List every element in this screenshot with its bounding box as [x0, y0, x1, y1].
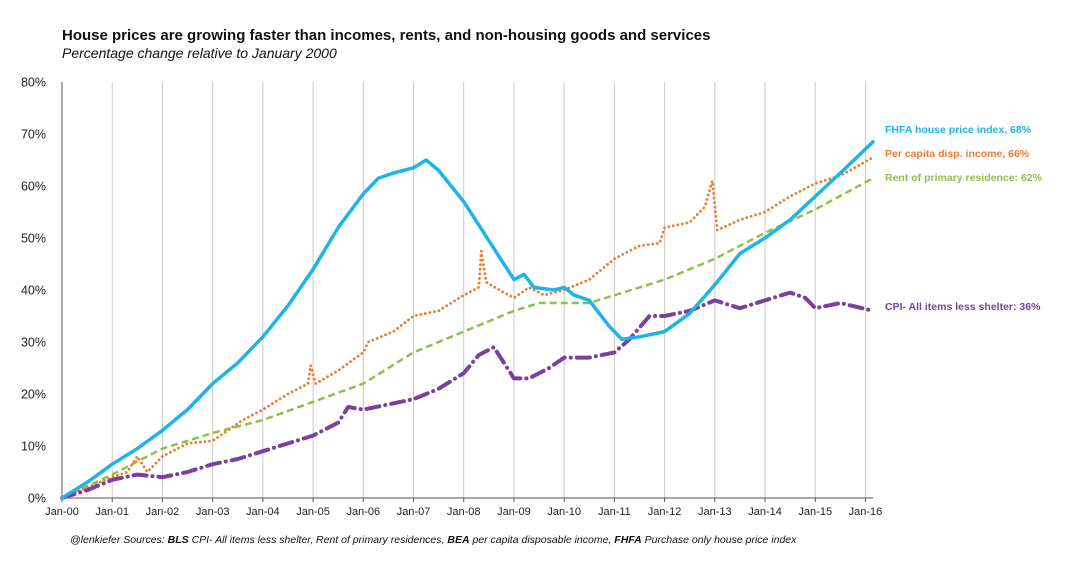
- x-tick-label: Jan-07: [397, 506, 431, 518]
- x-tick-label: Jan-01: [95, 506, 129, 518]
- x-tick-label: Jan-11: [598, 506, 631, 518]
- y-tick-label: 70%: [21, 128, 46, 142]
- x-tick-label: Jan-05: [296, 506, 330, 518]
- source-bls-text: CPI- All items less shelter, Rent of pri…: [191, 534, 445, 546]
- series-line: [60, 290, 875, 500]
- source-bea: BEA: [447, 534, 470, 546]
- x-tick-label: Jan-10: [547, 506, 581, 518]
- y-tick-label: 50%: [21, 232, 46, 246]
- x-tick-label: Jan-02: [146, 506, 180, 518]
- sources-label: Sources:: [123, 534, 165, 546]
- x-tick-label: Jan-03: [196, 506, 230, 518]
- series-line: [60, 140, 875, 500]
- y-tick-label: 0%: [28, 492, 46, 506]
- series-label: FHFA house price index, 68%: [885, 124, 1032, 136]
- y-tick-label: 10%: [21, 440, 46, 454]
- source-note: @lenkiefer Sources: BLS CPI- All items l…: [70, 534, 796, 546]
- x-tick-label: Jan-08: [447, 506, 481, 518]
- source-bea-text: per capita disposable income,: [472, 534, 612, 546]
- source-fhfa-text: Purchase only house price index: [644, 534, 797, 546]
- x-tick-label: Jan-12: [648, 506, 682, 518]
- y-tick-label: 30%: [21, 336, 46, 350]
- series-labels: FHFA house price index, 68% Per capita di…: [885, 124, 1043, 313]
- axes: [61, 82, 873, 502]
- x-tick-label: Jan-06: [346, 506, 380, 518]
- y-tick-label: 80%: [21, 76, 46, 90]
- series-line: [60, 156, 875, 500]
- y-tick-label: 40%: [21, 284, 46, 298]
- source-fhfa: FHFA: [614, 534, 642, 546]
- series-label: Rent of primary residence: 62%: [885, 172, 1043, 184]
- series-label: CPI- All items less shelter: 36%: [885, 301, 1041, 313]
- x-tick-label: Jan-15: [798, 506, 832, 518]
- x-tick-label: Jan-16: [849, 506, 883, 518]
- y-tick-label: 20%: [21, 388, 46, 402]
- y-tick-label: 60%: [21, 180, 46, 194]
- chart-subtitle: Percentage change relative to January 20…: [62, 45, 337, 61]
- y-axis-ticks: 0% 10% 20% 30% 40% 50% 60% 70% 80%: [21, 76, 46, 506]
- gridlines: [111, 82, 866, 498]
- source-handle: @lenkiefer: [70, 534, 121, 546]
- source-bls: BLS: [167, 534, 189, 546]
- x-tick-label: Jan-14: [748, 506, 782, 518]
- x-tick-label: Jan-13: [698, 506, 732, 518]
- series-lines: [60, 140, 875, 500]
- series-label: Per capita disp. income, 66%: [885, 148, 1030, 160]
- series-line: [61, 177, 874, 500]
- x-tick-label: Jan-04: [246, 506, 280, 518]
- x-tick-label: Jan-09: [497, 506, 531, 518]
- chart-title: House prices are growing faster than inc…: [62, 27, 711, 44]
- x-axis-ticks: Jan-00 Jan-01 Jan-02 Jan-03 Jan-04 Jan-05 Jan-…: [45, 506, 882, 518]
- x-tick-label: Jan-00: [45, 506, 79, 518]
